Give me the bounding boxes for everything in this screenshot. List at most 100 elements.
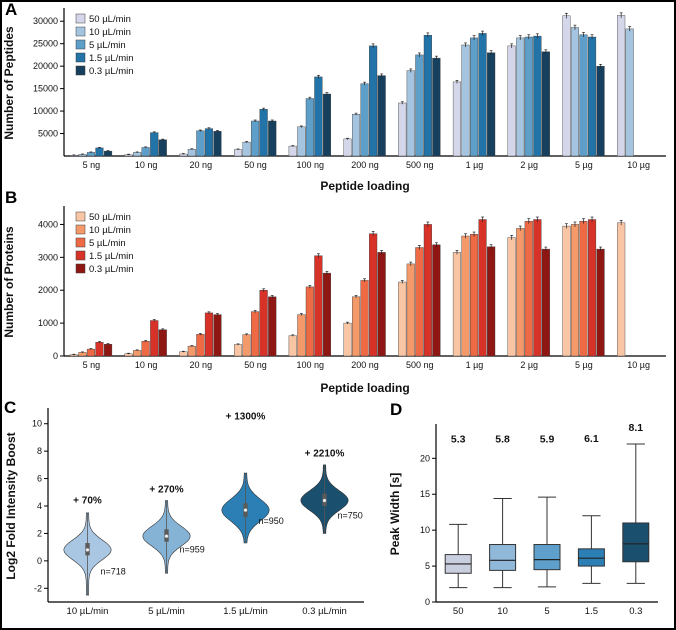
bar xyxy=(103,343,113,357)
bar xyxy=(562,15,571,157)
bar xyxy=(343,322,352,357)
bar xyxy=(343,138,352,157)
bar xyxy=(242,141,251,157)
y-axis-title: Log2 Fold Intensity Boost xyxy=(4,432,18,579)
bar xyxy=(259,289,268,357)
legend-swatch xyxy=(75,263,86,274)
x-tick-label: 200 ng xyxy=(351,160,379,170)
bar xyxy=(470,37,479,157)
bar xyxy=(86,348,95,357)
panel-label-a: A xyxy=(5,0,18,19)
bar xyxy=(423,35,432,157)
x-tick-label: 5 xyxy=(544,606,549,617)
bar xyxy=(352,113,361,157)
legend-label: 0.3 µL/min xyxy=(89,66,134,77)
bar xyxy=(398,281,407,357)
violin-n-label: n=750 xyxy=(338,510,363,520)
bar xyxy=(541,248,550,357)
box-value-label: 5.3 xyxy=(451,434,466,446)
bar xyxy=(524,221,533,357)
bar xyxy=(579,221,588,357)
panel-a-peptides-bar-chart: 5000 10000 15000 20000 25000 30000 Number of P… xyxy=(2,0,674,194)
bar xyxy=(596,248,605,357)
bar xyxy=(187,149,196,157)
legend-swatch xyxy=(75,224,86,235)
x-tick-label: 0.3 xyxy=(629,606,642,617)
bar xyxy=(196,334,205,357)
bar xyxy=(461,235,470,357)
box-value-label: 5.9 xyxy=(540,434,555,446)
bar xyxy=(369,233,378,357)
bar xyxy=(297,314,306,357)
bar xyxy=(487,246,496,357)
bar xyxy=(150,132,159,157)
box-value-label: 6.1 xyxy=(584,433,599,445)
bar xyxy=(588,36,597,157)
y-tick-label: 2 xyxy=(37,528,42,538)
box xyxy=(489,544,517,571)
x-tick-label: 50 xyxy=(453,606,464,617)
bar xyxy=(179,351,188,357)
bar xyxy=(452,252,462,357)
bar xyxy=(141,147,150,157)
bar xyxy=(452,81,462,157)
legend-swatch xyxy=(75,39,86,50)
violin-annotation: + 270% xyxy=(149,484,183,495)
bar xyxy=(251,120,260,157)
y-axis-title: Peak Width [s] xyxy=(388,473,402,556)
x-tick-label: 5 µg xyxy=(575,360,593,370)
x-tick-label: 5 ng xyxy=(83,360,101,370)
bar xyxy=(204,312,214,357)
bar xyxy=(360,280,369,357)
bar xyxy=(187,345,196,357)
violin-median-dot xyxy=(85,547,90,552)
x-tick-label: 50 ng xyxy=(244,160,267,170)
legend-label: 1.5 µL/min xyxy=(89,53,134,64)
y-tick-label: 20000 xyxy=(33,61,58,71)
bar xyxy=(625,28,634,157)
x-tick-label: 0.3 µL/min xyxy=(302,606,347,617)
bar xyxy=(305,98,314,157)
bar xyxy=(78,352,87,357)
box-value-label: 8.1 xyxy=(628,422,643,434)
bar xyxy=(150,320,159,357)
bar xyxy=(297,126,306,157)
bar xyxy=(478,33,487,157)
bar xyxy=(415,54,424,157)
bar xyxy=(596,65,605,157)
x-tick-label: 1 µg xyxy=(466,160,484,170)
legend-label: 50 µL/min xyxy=(89,14,131,25)
y-axis-title: Number of Peptides xyxy=(2,26,16,140)
y-tick-label: 3000 xyxy=(38,252,58,262)
bar xyxy=(562,225,571,357)
bar xyxy=(314,255,323,357)
bar xyxy=(415,247,424,357)
bar xyxy=(352,296,361,357)
panel-label-c: C xyxy=(4,398,17,417)
bar xyxy=(233,344,243,357)
bar xyxy=(423,224,432,357)
x-tick-label: 10 ng xyxy=(135,160,158,170)
x-axis-title: Peptide loading xyxy=(320,179,409,193)
bar xyxy=(516,37,525,157)
x-tick-label: 500 ng xyxy=(406,360,434,370)
bar xyxy=(268,296,277,357)
bar xyxy=(251,311,260,357)
bar xyxy=(196,130,205,157)
bar xyxy=(103,150,113,157)
bar xyxy=(133,152,142,157)
x-tick-label: 2 µg xyxy=(520,360,538,370)
bar xyxy=(360,83,369,157)
bar xyxy=(133,350,142,357)
box xyxy=(622,522,650,563)
bar xyxy=(213,314,222,357)
bar xyxy=(579,34,588,157)
bar xyxy=(524,36,533,157)
bar xyxy=(369,45,378,157)
bar xyxy=(158,139,167,157)
violin-median-dot xyxy=(322,498,327,503)
x-tick-label: 1.5 µL/min xyxy=(223,606,268,617)
panel-label-b: B xyxy=(5,188,18,207)
legend-swatch xyxy=(75,237,86,248)
y-tick-label: 25000 xyxy=(33,39,58,49)
